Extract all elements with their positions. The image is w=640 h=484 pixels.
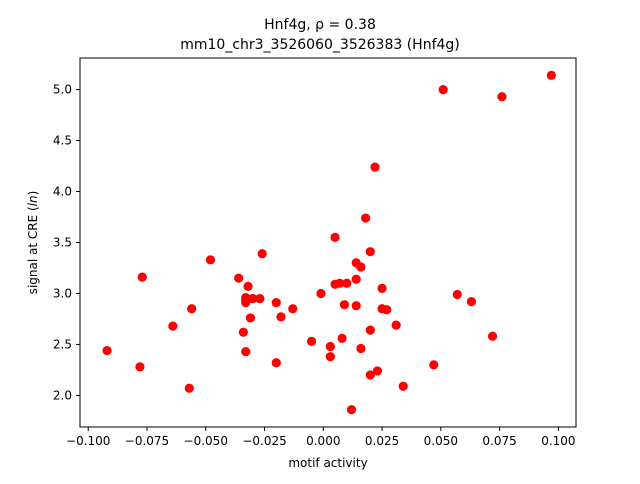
data-point <box>365 247 375 257</box>
data-point <box>276 312 286 322</box>
data-point <box>288 304 298 314</box>
data-point <box>365 370 375 380</box>
y-axis-label-suffix: ) <box>26 191 40 196</box>
data-point <box>306 336 317 346</box>
y-axis-label: signal at CRE (ln) <box>26 191 40 295</box>
x-tick-label: −0.050 <box>184 434 228 448</box>
data-point <box>325 341 335 352</box>
data-point <box>137 272 147 282</box>
data-point <box>487 331 498 341</box>
data-point <box>255 293 265 304</box>
data-point <box>346 405 357 415</box>
data-point <box>241 298 251 308</box>
x-tick-label: 0.000 <box>306 434 340 448</box>
data-point <box>356 343 366 354</box>
data-point <box>271 358 281 368</box>
data-point <box>243 281 253 291</box>
data-point <box>361 213 371 223</box>
data-point <box>377 283 387 293</box>
data-point <box>187 304 197 314</box>
data-point <box>257 249 267 259</box>
x-axis-label: motif activity <box>288 456 367 470</box>
data-point <box>391 320 401 330</box>
data-point <box>438 85 448 95</box>
y-tick-label: 3.0 <box>53 286 72 300</box>
data-point <box>546 70 556 80</box>
x-tick-label: −0.025 <box>242 434 286 448</box>
data-point <box>248 293 258 304</box>
data-point <box>241 346 251 357</box>
x-tick-label: 0.050 <box>424 434 458 448</box>
data-point <box>316 288 326 299</box>
y-tick-label: 2.0 <box>53 388 72 402</box>
data-point <box>135 362 145 372</box>
data-points <box>102 70 556 415</box>
data-point <box>245 313 256 323</box>
y-tick-label: 2.5 <box>53 337 72 351</box>
x-tick-label: 0.100 <box>541 434 575 448</box>
y-tick-label: 4.0 <box>53 185 72 199</box>
data-point <box>351 301 361 311</box>
data-point <box>356 262 366 272</box>
x-tick-label: 0.075 <box>482 434 516 448</box>
data-point <box>339 300 350 310</box>
y-tick-label: 4.5 <box>53 134 72 148</box>
chart-title-line2: mm10_chr3_3526060_3526383 (Hnf4g) <box>180 37 460 53</box>
data-point <box>452 289 462 300</box>
data-point <box>429 360 439 370</box>
x-tick-label: 0.025 <box>365 434 399 448</box>
data-point <box>351 274 361 284</box>
data-point <box>342 278 352 288</box>
x-tick-label: −0.100 <box>66 434 110 448</box>
data-point <box>398 381 408 391</box>
data-point <box>234 273 244 283</box>
data-point <box>168 321 178 331</box>
data-point <box>184 383 194 393</box>
data-point <box>102 345 112 356</box>
y-tick-label: 3.5 <box>53 236 72 250</box>
y-axis-label-italic: ln <box>26 195 40 206</box>
data-point <box>382 305 392 315</box>
x-tick-label: −0.075 <box>125 434 169 448</box>
y-tick-label: 5.0 <box>53 83 72 97</box>
data-point <box>330 232 340 242</box>
data-point <box>497 92 507 102</box>
data-point <box>372 366 382 376</box>
data-point <box>466 297 476 307</box>
data-point <box>370 162 380 172</box>
data-point <box>325 352 335 362</box>
data-point <box>337 333 347 343</box>
y-axis: 2.0 2.5 3.0 3.5 4.0 4.5 5.0 <box>53 83 80 402</box>
chart-title-line1: Hnf4g, ρ = 0.38 <box>264 17 376 33</box>
data-point <box>330 279 340 289</box>
data-point <box>238 327 248 337</box>
data-point <box>205 255 216 265</box>
y-axis-label-prefix: signal at CRE ( <box>26 206 40 294</box>
data-point <box>271 298 281 308</box>
x-axis: −0.100 −0.075 −0.050 −0.025 0.000 0.025 0.050 0… <box>66 427 576 448</box>
data-point <box>365 325 375 335</box>
